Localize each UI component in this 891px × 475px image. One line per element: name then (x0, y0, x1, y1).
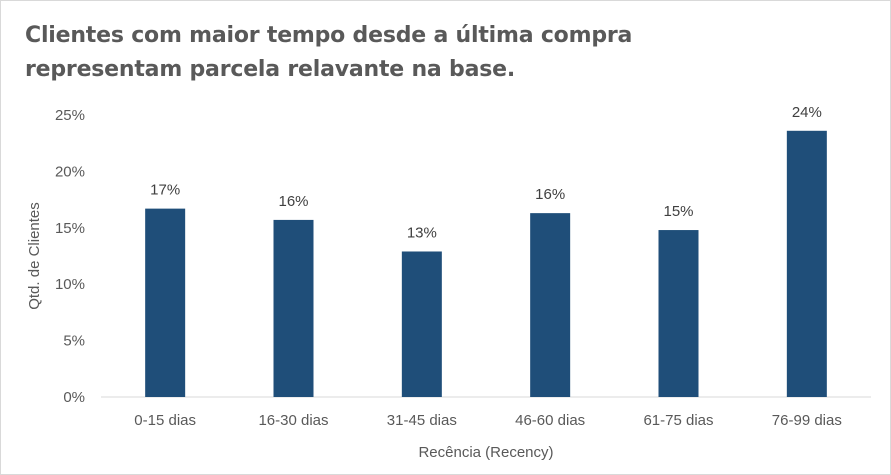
y-tick-label: 5% (63, 333, 85, 350)
x-tick-label: 16-30 dias (258, 412, 328, 429)
data-labels-group: 17% 16% 13% 16% 15% 24% (150, 104, 822, 242)
bar (273, 219, 314, 397)
data-label: 24% (792, 104, 822, 121)
x-tick-label: 76-99 dias (772, 412, 842, 429)
bar (786, 130, 827, 398)
x-tick-label: 0-15 dias (134, 412, 196, 429)
data-label: 13% (407, 224, 437, 241)
data-label: 15% (663, 203, 693, 220)
y-tick-label: 20% (55, 163, 85, 180)
x-axis-label: Recência (Recency) (418, 444, 553, 461)
x-tick-label: 46-60 dias (515, 412, 585, 429)
data-label: 16% (278, 193, 308, 210)
data-label: 17% (150, 182, 180, 199)
x-tick-label: 61-75 dias (643, 412, 713, 429)
x-tick-label: 31-45 dias (387, 412, 457, 429)
chart-title: Clientes com maior tempo desde a última … (25, 19, 785, 87)
x-axis-ticks: 0-15 dias 16-30 dias 31-45 dias 46-60 dias 6… (134, 412, 842, 429)
chart-title-line-1: Clientes com maior tempo desde a última … (25, 23, 633, 48)
y-tick-label: 25% (55, 107, 85, 124)
bars-group (145, 130, 827, 398)
y-tick-label: 10% (55, 276, 85, 293)
bar (145, 208, 186, 397)
data-label: 16% (535, 186, 565, 203)
y-axis-ticks: 0% 5% 10% 15% 20% 25% (55, 107, 85, 406)
bar (658, 230, 699, 397)
y-tick-label: 0% (63, 389, 85, 406)
y-axis-label: Qtd. de Clientes (26, 202, 43, 310)
bar (401, 251, 442, 397)
bar (530, 213, 571, 397)
y-tick-label: 15% (55, 220, 85, 237)
chart-title-line-2: representam parcela relavante na base. (25, 57, 515, 82)
